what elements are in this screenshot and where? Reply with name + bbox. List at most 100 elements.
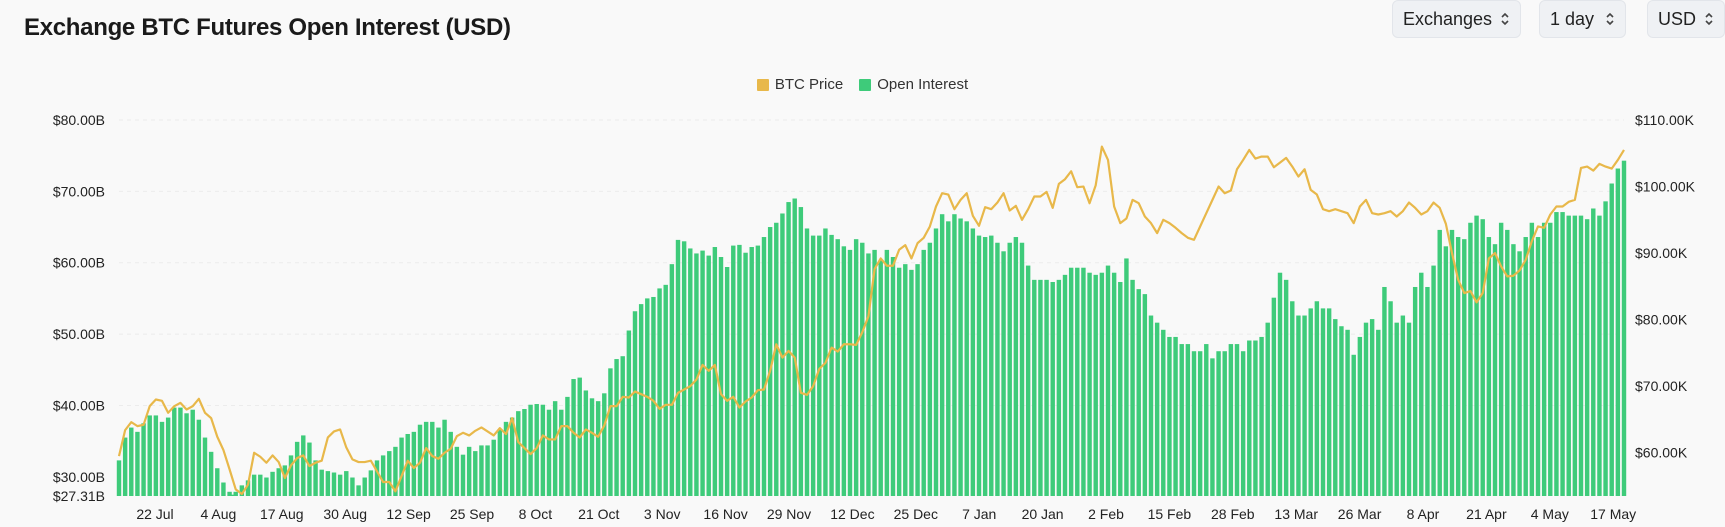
open-interest-bar[interactable] — [1308, 308, 1313, 496]
open-interest-bar[interactable] — [1204, 344, 1209, 496]
open-interest-bar[interactable] — [632, 311, 638, 496]
open-interest-bar[interactable] — [276, 468, 281, 496]
open-interest-bar[interactable] — [1118, 281, 1123, 496]
open-interest-bar[interactable] — [1142, 294, 1148, 496]
open-interest-bar[interactable] — [933, 228, 939, 496]
open-interest-bar[interactable] — [1326, 308, 1332, 496]
open-interest-bar[interactable] — [1591, 208, 1596, 497]
open-interest-bar[interactable] — [233, 491, 238, 496]
open-interest-bar[interactable] — [135, 431, 140, 496]
open-interest-bar[interactable] — [491, 439, 496, 496]
open-interest-bar[interactable] — [792, 198, 797, 497]
open-interest-bar[interactable] — [436, 427, 441, 496]
open-interest-bar[interactable] — [190, 409, 195, 496]
open-interest-bar[interactable] — [411, 431, 417, 496]
open-interest-bar[interactable] — [374, 460, 380, 496]
open-interest-bar[interactable] — [1566, 215, 1571, 496]
open-interest-bar[interactable] — [1535, 237, 1541, 496]
open-interest-bar[interactable] — [344, 471, 349, 496]
open-interest-bar[interactable] — [196, 419, 202, 496]
open-interest-bar[interactable] — [129, 427, 134, 496]
open-interest-bar[interactable] — [1480, 219, 1485, 496]
open-interest-bar[interactable] — [669, 264, 675, 496]
open-interest-bar[interactable] — [1548, 222, 1553, 496]
open-interest-bar[interactable] — [1259, 336, 1264, 496]
open-interest-bar[interactable] — [1523, 237, 1528, 496]
open-interest-bar[interactable] — [626, 330, 632, 496]
open-interest-bar[interactable] — [1105, 265, 1111, 496]
open-interest-bar[interactable] — [1025, 265, 1031, 496]
open-interest-bar[interactable] — [1148, 315, 1154, 496]
open-interest-bar[interactable] — [915, 264, 920, 496]
open-interest-bar[interactable] — [1455, 237, 1461, 496]
open-interest-bar[interactable] — [1087, 272, 1092, 496]
open-interest-bar[interactable] — [1462, 239, 1467, 497]
open-interest-bar[interactable] — [921, 249, 926, 496]
open-interest-bar[interactable] — [700, 250, 705, 496]
open-interest-bar[interactable] — [1001, 251, 1006, 496]
open-interest-bar[interactable] — [829, 234, 834, 496]
open-interest-bar[interactable] — [1283, 279, 1289, 496]
open-interest-bar[interactable] — [1044, 279, 1049, 496]
open-interest-bar[interactable] — [565, 396, 570, 496]
open-interest-bar[interactable] — [1584, 219, 1590, 496]
open-interest-bar[interactable] — [1136, 289, 1141, 496]
open-interest-bar[interactable] — [1013, 237, 1019, 496]
open-interest-bar[interactable] — [976, 235, 982, 496]
open-interest-bar[interactable] — [258, 474, 263, 496]
open-interest-bar[interactable] — [1179, 344, 1184, 496]
open-interest-bar[interactable] — [1277, 272, 1283, 496]
open-interest-bar[interactable] — [1400, 315, 1406, 496]
open-interest-bar[interactable] — [1609, 183, 1614, 496]
open-interest-bar[interactable] — [860, 242, 865, 496]
open-interest-bar[interactable] — [473, 451, 478, 496]
open-interest-bar[interactable] — [841, 246, 847, 496]
open-interest-bar[interactable] — [909, 269, 914, 496]
open-interest-bar[interactable] — [731, 245, 736, 496]
open-interest-bar[interactable] — [780, 213, 785, 497]
open-interest-bar[interactable] — [1443, 246, 1449, 496]
open-interest-bar[interactable] — [798, 207, 804, 496]
open-interest-bar[interactable] — [399, 437, 404, 496]
open-interest-bar[interactable] — [522, 409, 527, 496]
open-interest-bar[interactable] — [1222, 351, 1227, 496]
open-interest-bar[interactable] — [724, 267, 730, 496]
open-interest-bar[interactable] — [1296, 315, 1301, 496]
open-interest-bar[interactable] — [1578, 215, 1584, 496]
open-interest-bar[interactable] — [927, 242, 933, 496]
open-interest-bar[interactable] — [270, 471, 275, 496]
open-interest-bar[interactable] — [810, 235, 816, 496]
open-interest-bar[interactable] — [1302, 315, 1307, 496]
open-interest-bar[interactable] — [749, 247, 754, 496]
open-interest-bar[interactable] — [1363, 322, 1369, 496]
open-interest-bar[interactable] — [546, 409, 552, 496]
open-interest-bar[interactable] — [755, 245, 761, 496]
open-interest-bar[interactable] — [866, 253, 871, 496]
open-interest-bar[interactable] — [602, 393, 607, 496]
currency-select[interactable]: USD — [1647, 0, 1725, 38]
open-interest-bar[interactable] — [1382, 286, 1387, 496]
open-interest-bar[interactable] — [1216, 351, 1221, 496]
open-interest-bar[interactable] — [1210, 358, 1215, 496]
open-interest-bar[interactable] — [878, 260, 883, 496]
open-interest-bar[interactable] — [1474, 215, 1479, 496]
open-interest-bar[interactable] — [1615, 168, 1621, 496]
open-interest-bar[interactable] — [1068, 267, 1074, 496]
open-interest-bar[interactable] — [288, 455, 294, 496]
open-interest-bar[interactable] — [946, 221, 951, 496]
open-interest-bar[interactable] — [1529, 222, 1535, 496]
open-interest-bar[interactable] — [552, 401, 558, 496]
open-interest-bar[interactable] — [178, 407, 183, 496]
open-interest-bar[interactable] — [1240, 351, 1246, 496]
open-interest-bar[interactable] — [1505, 229, 1510, 496]
open-interest-bar[interactable] — [319, 469, 324, 496]
open-interest-bar[interactable] — [1560, 212, 1565, 496]
open-interest-bar[interactable] — [1032, 279, 1037, 496]
open-interest-bar[interactable] — [1185, 344, 1191, 496]
open-interest-bar[interactable] — [1554, 212, 1559, 496]
exchanges-select[interactable]: Exchanges — [1392, 0, 1521, 38]
legend-item-btc-price[interactable]: BTC Price — [756, 76, 843, 93]
open-interest-bar[interactable] — [1431, 265, 1436, 496]
open-interest-bar[interactable] — [368, 470, 374, 496]
open-interest-bar[interactable] — [282, 465, 288, 496]
